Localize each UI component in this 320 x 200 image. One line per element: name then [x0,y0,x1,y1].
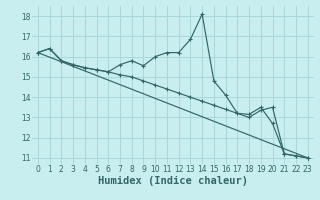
X-axis label: Humidex (Indice chaleur): Humidex (Indice chaleur) [98,176,248,186]
